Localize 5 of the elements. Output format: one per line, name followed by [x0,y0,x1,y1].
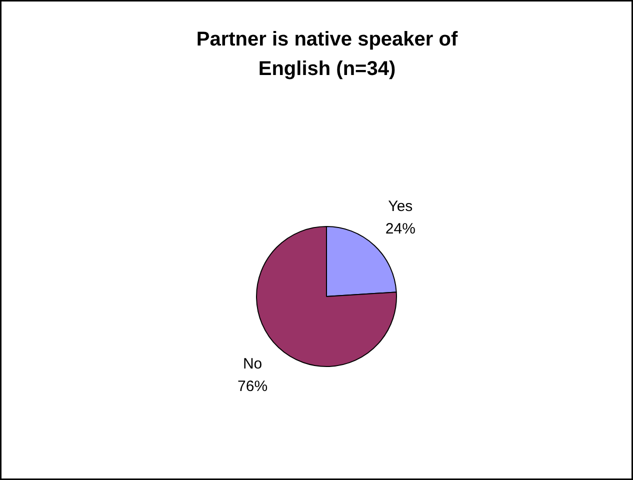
data-label: 76% [238,378,268,395]
chart-title: Partner is native speaker of English (n=34) [196,28,458,80]
data-label: 24% [385,220,416,238]
slice-label: Yes [388,198,413,216]
slice-label: No [242,356,262,373]
